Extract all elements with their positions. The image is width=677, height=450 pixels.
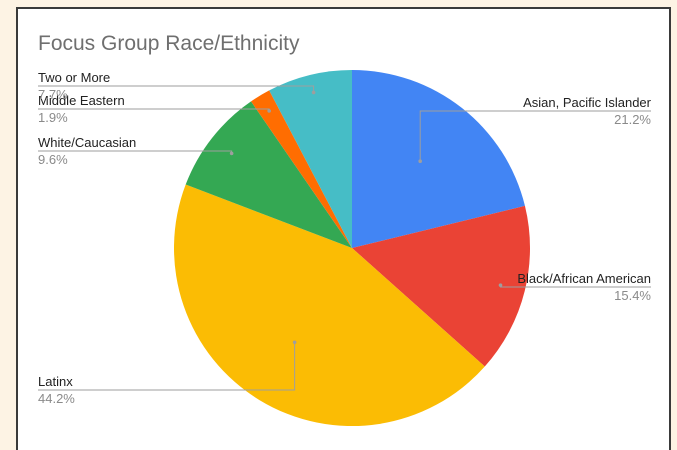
pie-slice-black-african-american [352,205,531,367]
pie-chart: Focus Group Race/Ethnicity Asian, Pacifi… [38,32,652,427]
leader-line-latinx [38,342,296,391]
chart-frame: Focus Group Race/Ethnicity Asian, Pacifi… [16,7,671,450]
slice-label-white-caucasian: White/Caucasian [38,135,136,150]
slice-value-two-or-more: 7.7% [38,87,68,102]
leader-line-white-caucasian [38,150,233,154]
leader-line-black-african-american [500,285,651,288]
pie-slice-middle-eastern [251,90,352,249]
slice-value-black-african-american: 15.4% [614,288,651,303]
leader-line-two-or-more [38,85,315,93]
slice-label-black-african-american: Black/African American [517,271,651,286]
pie-slice-two-or-more [269,70,352,248]
chart-card: Focus Group Race/Ethnicity Asian, Pacifi… [18,9,669,450]
slice-value-middle-eastern: 1.9% [38,110,68,125]
pie-slice-latinx [174,184,485,427]
chart-title: Focus Group Race/Ethnicity [38,32,300,55]
leader-line-middle-eastern [38,108,270,111]
slice-value-latinx: 44.2% [38,391,75,406]
slice-value-asian-pacific-islander: 21.2% [614,112,651,127]
slice-value-white-caucasian: 9.6% [38,152,68,167]
pie-slices [174,70,531,427]
slice-label-asian-pacific-islander: Asian, Pacific Islander [523,95,652,110]
pie-slice-asian-pacific-islander [352,70,525,248]
slice-label-latinx: Latinx [38,374,73,389]
slice-label-two-or-more: Two or More [38,70,110,85]
pie-slice-white-caucasian [185,101,352,248]
slice-labels: Asian, Pacific Islander 21.2% Black/Africa… [38,70,652,406]
leader-line-asian-pacific-islander [419,110,651,162]
slice-label-middle-eastern: Middle Eastern [38,93,125,108]
